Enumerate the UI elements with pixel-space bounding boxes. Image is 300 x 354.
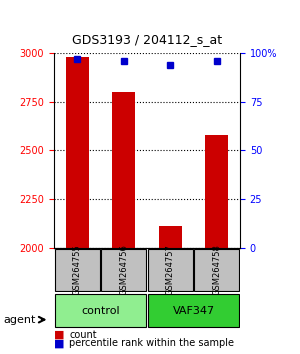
Text: ■: ■ bbox=[54, 330, 64, 339]
FancyBboxPatch shape bbox=[194, 249, 239, 291]
Text: ■: ■ bbox=[54, 338, 64, 348]
Bar bbox=[159, 227, 182, 248]
FancyBboxPatch shape bbox=[148, 249, 193, 291]
Text: GDS3193 / 204112_s_at: GDS3193 / 204112_s_at bbox=[72, 33, 222, 46]
Text: GSM264755: GSM264755 bbox=[73, 245, 82, 295]
Text: GSM264756: GSM264756 bbox=[119, 245, 128, 295]
Text: GSM264757: GSM264757 bbox=[166, 245, 175, 295]
Text: agent: agent bbox=[3, 315, 35, 325]
Bar bbox=[205, 135, 228, 248]
Text: control: control bbox=[81, 306, 120, 316]
Text: GSM264758: GSM264758 bbox=[212, 245, 221, 295]
Text: percentile rank within the sample: percentile rank within the sample bbox=[69, 338, 234, 348]
Bar bbox=[112, 92, 135, 248]
Text: VAF347: VAF347 bbox=[172, 306, 214, 316]
Bar bbox=[66, 57, 89, 248]
FancyBboxPatch shape bbox=[55, 249, 100, 291]
Text: count: count bbox=[69, 330, 97, 339]
FancyBboxPatch shape bbox=[148, 294, 239, 327]
FancyBboxPatch shape bbox=[55, 294, 146, 327]
FancyBboxPatch shape bbox=[101, 249, 146, 291]
